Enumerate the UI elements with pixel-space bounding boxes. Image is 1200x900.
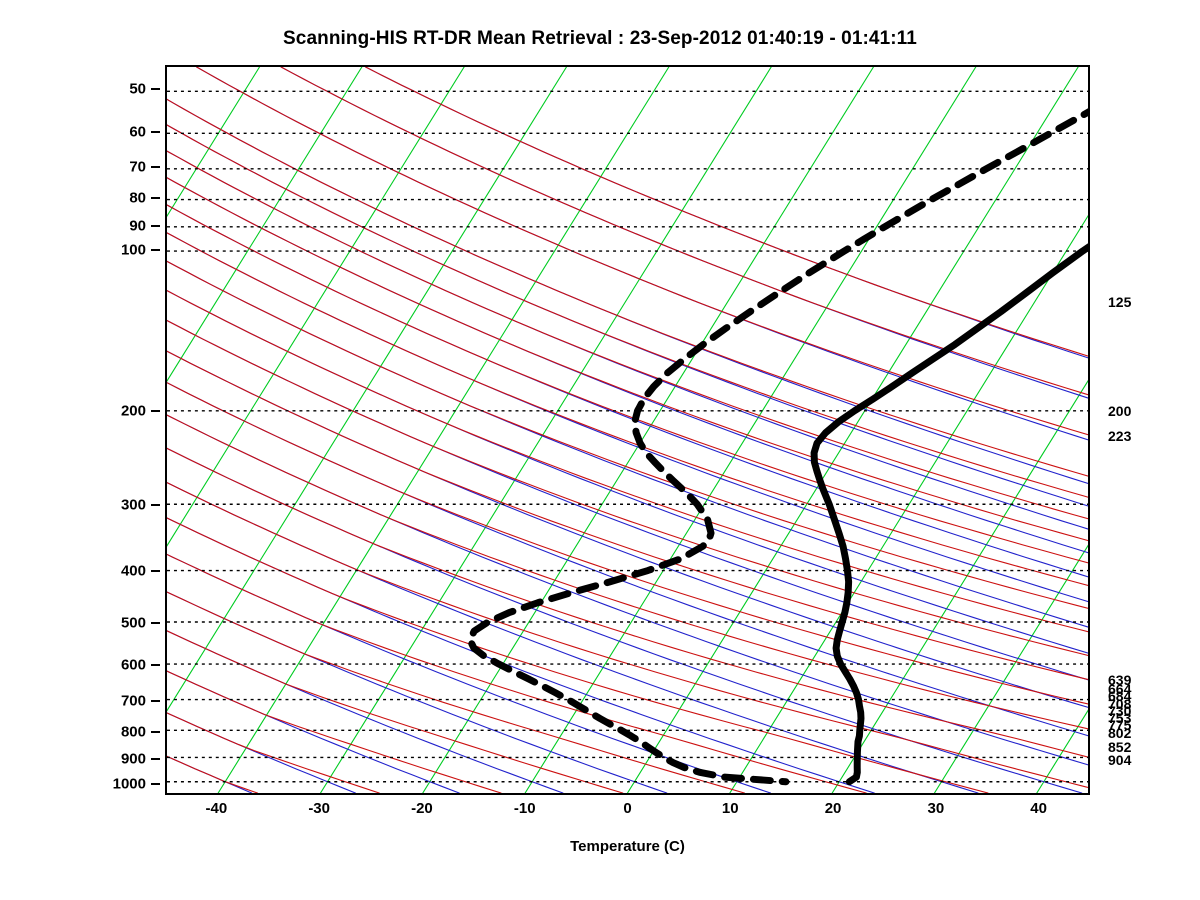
right-level-label: 730	[1108, 702, 1132, 719]
y-tick-mark	[151, 700, 160, 703]
right-level-label: 852	[1108, 738, 1132, 755]
x-tick-label: -40	[205, 800, 228, 817]
y-tick-label: 200	[120, 402, 146, 420]
right-level-label: 125	[1108, 293, 1132, 310]
x-tick-label: 30	[927, 800, 945, 817]
x-tick-label: -20	[411, 800, 433, 817]
x-tick-label: 20	[824, 800, 842, 817]
page-title: Scanning-HIS RT-DR Mean Retrieval : 23-S…	[283, 28, 917, 49]
y-tick-mark	[151, 622, 160, 625]
right-level-label: 753	[1108, 709, 1132, 726]
right-level-label: 775	[1108, 716, 1132, 733]
plot-area	[165, 65, 1090, 795]
y-tick-mark	[151, 88, 160, 91]
y-tick-label: 80	[129, 189, 146, 207]
y-tick-mark	[151, 730, 160, 733]
y-tick-label: 300	[120, 496, 146, 514]
y-tick-label: 400	[120, 562, 146, 580]
right-level-label: 664	[1108, 680, 1132, 697]
x-tick-label: 0	[623, 800, 632, 817]
y-tick-mark	[151, 758, 160, 761]
y-tick-label: 70	[129, 158, 146, 176]
x-tick-label: -30	[308, 800, 330, 817]
right-level-label: 200	[1108, 402, 1132, 419]
y-tick-label: 900	[120, 750, 146, 768]
right-level-label: 223	[1108, 427, 1132, 444]
y-tick-mark	[151, 166, 160, 169]
skewt-grid	[167, 67, 1088, 793]
x-tick-label: 10	[721, 800, 739, 817]
y-tick-mark	[151, 130, 160, 133]
y-tick-label: 100	[120, 241, 146, 259]
right-level-label: 684	[1108, 687, 1132, 704]
y-tick-mark	[151, 503, 160, 506]
y-tick-mark	[151, 197, 160, 200]
y-tick-mark	[151, 570, 160, 573]
y-axis-ticks: 50 60 70 80 90 100 200 300 400 500 600 700 800 900 100…	[0, 65, 160, 795]
y-tick-mark	[151, 409, 160, 412]
y-tick-mark	[151, 249, 160, 252]
y-tick-mark	[151, 224, 160, 227]
y-tick-label: 1000	[112, 775, 146, 793]
x-axis-ticks: -40 -30 -20 -10 0 10 20 30 40	[165, 800, 1090, 830]
x-tick-label: -10	[513, 800, 536, 817]
right-level-label: 904	[1108, 752, 1132, 769]
right-level-label: 639	[1108, 671, 1132, 688]
y-tick-label: 60	[129, 123, 146, 141]
right-level-label: 708	[1108, 695, 1132, 712]
y-tick-mark	[151, 664, 160, 667]
right-level-labels: 125 200 223 639 664 684 708 730 753 775 802 852 904	[1108, 65, 1198, 795]
x-tick-label: 40	[1030, 800, 1047, 817]
y-tick-mark	[151, 782, 160, 785]
y-tick-label: 500	[120, 614, 146, 632]
x-axis-title: Temperature (C)	[570, 838, 685, 855]
y-tick-label: 700	[120, 692, 146, 710]
y-tick-label: 90	[129, 217, 146, 235]
y-tick-label: 600	[120, 656, 146, 674]
y-tick-label: 800	[120, 723, 146, 741]
y-tick-label: 50	[129, 80, 146, 98]
right-level-label: 802	[1108, 724, 1132, 741]
